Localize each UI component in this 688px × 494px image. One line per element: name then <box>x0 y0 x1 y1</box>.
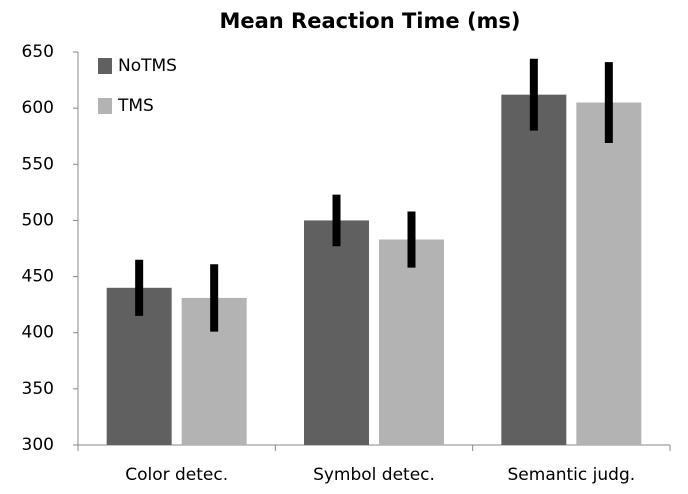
legend-swatch <box>98 98 112 114</box>
legend-swatch <box>98 58 112 74</box>
x-tick-label: Semantic judg. <box>508 465 636 485</box>
bar <box>501 94 567 445</box>
y-tick-label: 450 <box>22 267 54 287</box>
y-tick-label: 500 <box>22 210 54 230</box>
y-tick-label: 550 <box>22 154 54 174</box>
bar <box>379 239 444 445</box>
y-tick-label: 600 <box>22 98 54 118</box>
legend-label: NoTMS <box>118 56 177 76</box>
chart-title: Mean Reaction Time (ms) <box>219 9 520 33</box>
y-tick-label: 350 <box>22 379 54 399</box>
legend-label: TMS <box>117 96 154 116</box>
y-tick-label: 300 <box>22 435 54 455</box>
bar <box>304 220 369 445</box>
x-tick-label: Color detec. <box>125 465 228 485</box>
x-tick-label: Symbol detec. <box>313 465 435 485</box>
bar <box>576 102 642 446</box>
y-tick-label: 650 <box>22 42 54 62</box>
y-tick-label: 400 <box>22 323 54 343</box>
